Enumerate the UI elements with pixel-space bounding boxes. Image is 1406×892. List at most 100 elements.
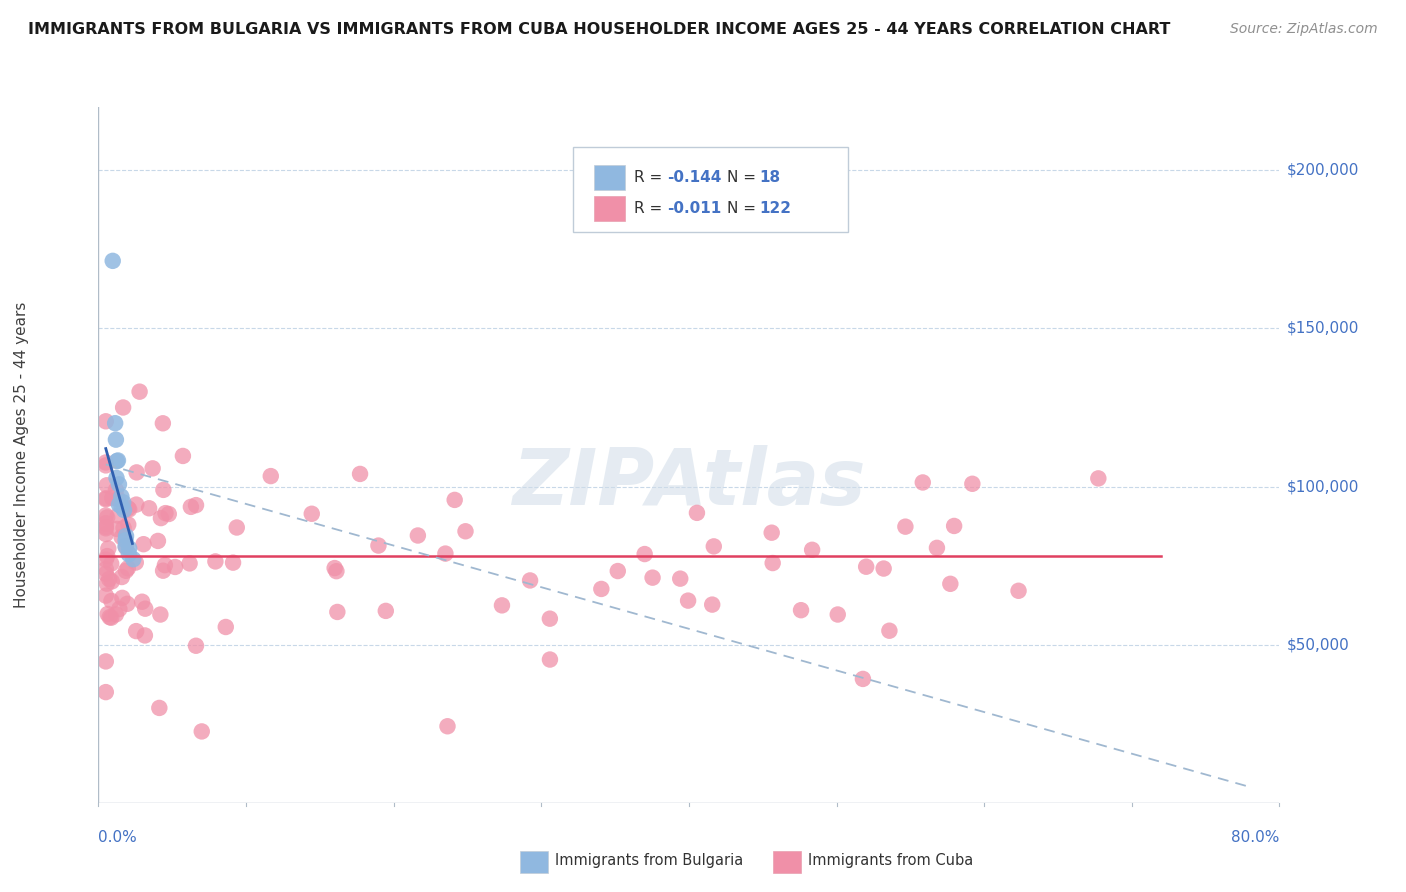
Point bbox=[94, 414, 117, 428]
Point bbox=[134, 601, 156, 615]
Point bbox=[962, 476, 984, 491]
Point bbox=[117, 561, 139, 575]
Point bbox=[108, 602, 131, 616]
Point bbox=[911, 475, 934, 490]
Point bbox=[190, 724, 212, 739]
Point bbox=[94, 685, 117, 699]
Point bbox=[852, 672, 875, 686]
Point bbox=[152, 564, 174, 578]
Point bbox=[97, 541, 120, 556]
Point bbox=[112, 401, 135, 415]
Point bbox=[114, 533, 136, 548]
Point bbox=[131, 595, 153, 609]
Point bbox=[94, 527, 117, 541]
Point bbox=[454, 524, 477, 539]
Point bbox=[132, 537, 155, 551]
Point bbox=[538, 652, 561, 666]
Point bbox=[96, 510, 118, 524]
Point bbox=[94, 491, 117, 506]
Point bbox=[146, 533, 169, 548]
Point bbox=[101, 574, 124, 589]
Point bbox=[111, 591, 134, 605]
Point bbox=[323, 561, 346, 575]
Point bbox=[641, 571, 664, 585]
Point bbox=[94, 589, 117, 603]
Point bbox=[180, 500, 202, 514]
Point bbox=[894, 519, 917, 533]
Point bbox=[1007, 583, 1029, 598]
Point bbox=[117, 501, 139, 516]
Point bbox=[115, 529, 138, 543]
Point bbox=[101, 491, 124, 505]
Text: N =: N = bbox=[727, 170, 761, 186]
Point bbox=[827, 607, 849, 622]
Point bbox=[634, 547, 657, 561]
Point bbox=[215, 620, 238, 634]
Point bbox=[149, 511, 172, 525]
Text: 18: 18 bbox=[759, 170, 780, 186]
Point bbox=[925, 541, 948, 555]
Point bbox=[790, 603, 813, 617]
Point bbox=[100, 611, 122, 625]
Point bbox=[519, 574, 541, 588]
Point bbox=[96, 478, 118, 492]
Point bbox=[374, 604, 396, 618]
Point bbox=[94, 552, 117, 566]
Point bbox=[443, 492, 465, 507]
Point bbox=[107, 491, 129, 506]
Point bbox=[153, 558, 176, 573]
Point bbox=[100, 594, 122, 608]
Text: $50,000: $50,000 bbox=[1286, 637, 1350, 652]
Point bbox=[96, 549, 118, 563]
Point bbox=[222, 556, 245, 570]
Point bbox=[157, 507, 180, 521]
Point bbox=[125, 466, 148, 480]
Point bbox=[117, 517, 139, 532]
Point bbox=[122, 552, 145, 566]
Point bbox=[94, 520, 117, 534]
Point bbox=[105, 522, 128, 536]
Point bbox=[703, 540, 725, 554]
Point bbox=[152, 483, 174, 497]
Point bbox=[100, 557, 122, 571]
Point bbox=[94, 458, 117, 473]
Point bbox=[118, 541, 141, 556]
Point bbox=[94, 566, 117, 581]
Point bbox=[104, 416, 127, 430]
Point bbox=[138, 501, 160, 516]
Point bbox=[179, 557, 201, 571]
Point bbox=[112, 495, 135, 509]
Point bbox=[702, 598, 724, 612]
Point bbox=[879, 624, 901, 638]
Point bbox=[149, 607, 172, 622]
Point bbox=[669, 572, 692, 586]
Point bbox=[260, 469, 283, 483]
Point bbox=[112, 521, 135, 535]
Point bbox=[112, 503, 135, 517]
Text: -0.011: -0.011 bbox=[668, 201, 721, 216]
Text: $200,000: $200,000 bbox=[1286, 163, 1358, 178]
Point bbox=[184, 639, 207, 653]
Point bbox=[762, 556, 785, 570]
Point bbox=[436, 719, 458, 733]
Point bbox=[134, 628, 156, 642]
Point bbox=[110, 530, 132, 544]
Point bbox=[115, 564, 138, 578]
Point bbox=[349, 467, 371, 481]
Point bbox=[155, 506, 177, 520]
Point bbox=[686, 506, 709, 520]
Point bbox=[855, 559, 877, 574]
Point bbox=[591, 582, 613, 596]
Point bbox=[872, 561, 894, 575]
Point bbox=[148, 701, 170, 715]
Point bbox=[676, 593, 699, 607]
Point bbox=[761, 525, 783, 540]
Point bbox=[98, 572, 121, 586]
Point bbox=[943, 519, 966, 533]
Point bbox=[104, 433, 127, 447]
Text: $150,000: $150,000 bbox=[1286, 321, 1358, 336]
Point bbox=[98, 610, 121, 624]
Point bbox=[115, 540, 138, 554]
Point bbox=[105, 471, 128, 485]
Point bbox=[165, 560, 187, 574]
